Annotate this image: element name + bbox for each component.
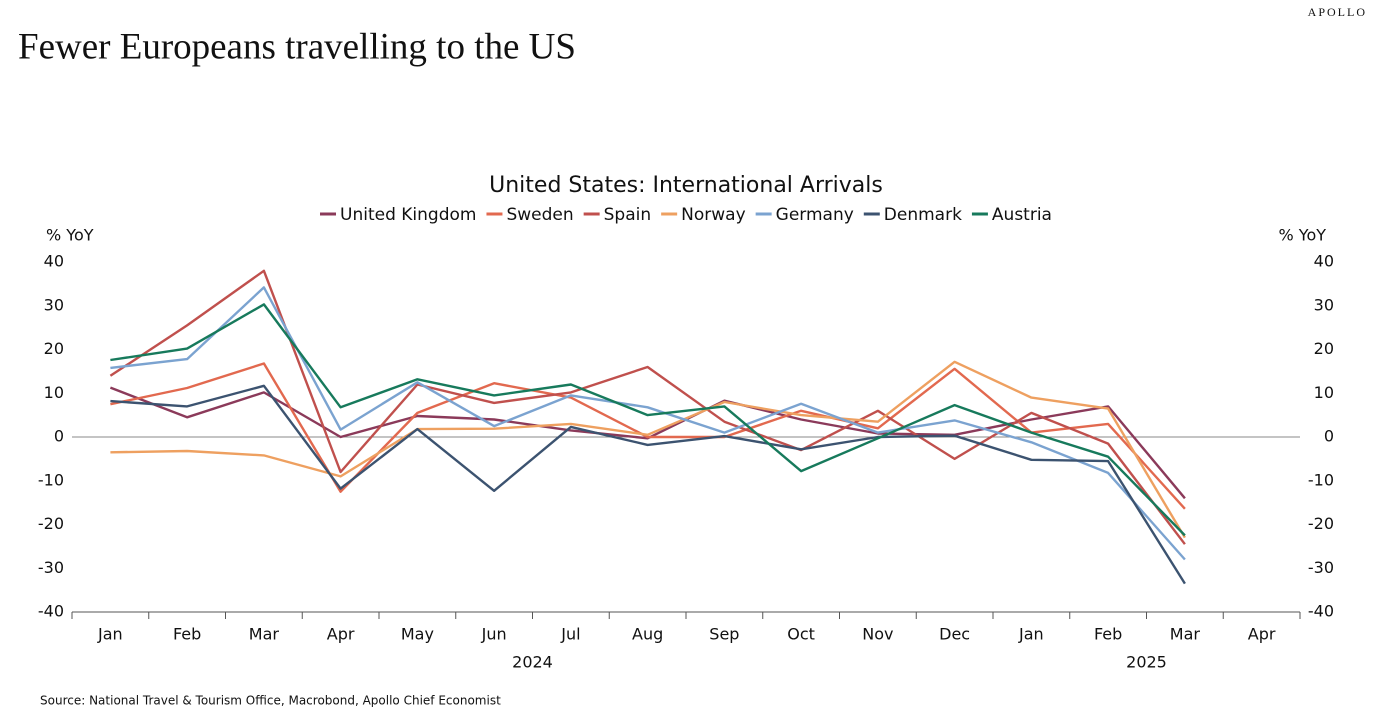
series-line xyxy=(110,360,1186,539)
legend-label: Germany xyxy=(776,205,854,225)
y2-tick-label: -30 xyxy=(1308,558,1334,577)
y2-axis-label: % YoY xyxy=(1279,226,1327,245)
x-tick-label: Jan xyxy=(97,625,123,644)
y-tick-label: 20 xyxy=(44,339,64,358)
x-tick-label: Aug xyxy=(632,625,663,644)
x-tick-label: Jan xyxy=(1018,625,1044,644)
x-tick-label: Dec xyxy=(939,625,970,644)
brand: APOLLO xyxy=(1308,5,1367,19)
legend-label: Norway xyxy=(681,205,746,225)
x-tick-label: Sep xyxy=(709,625,739,644)
y-tick-label: 0 xyxy=(54,427,64,446)
series-line xyxy=(109,386,1186,500)
y2-tick-label: -40 xyxy=(1308,602,1334,621)
y2-tick-label: 40 xyxy=(1314,252,1334,271)
series-line xyxy=(110,286,1186,561)
y-tick-label: 40 xyxy=(44,252,64,271)
x-tick-label: Apr xyxy=(327,625,355,644)
x-tick-label: Feb xyxy=(1094,625,1122,644)
legend-label: Austria xyxy=(992,205,1052,225)
x-tick-label: Mar xyxy=(249,625,280,644)
x-group-label: 2025 xyxy=(1126,653,1167,672)
x-tick-label: Apr xyxy=(1248,625,1276,644)
x-group-label: 2024 xyxy=(512,653,553,672)
legend-label: Spain xyxy=(604,205,652,225)
y-axis-label: % YoY xyxy=(46,226,94,245)
x-tick-label: Mar xyxy=(1170,625,1201,644)
y2-tick-label: -10 xyxy=(1308,470,1334,489)
y2-tick-label: 10 xyxy=(1314,383,1334,402)
chart-title: United States: International Arrivals xyxy=(489,173,883,198)
legend-label: United Kingdom xyxy=(340,205,476,225)
y-tick-label: -30 xyxy=(38,558,64,577)
x-tick-label: Feb xyxy=(173,625,201,644)
series-line xyxy=(110,362,1186,510)
legend-label: Sweden xyxy=(506,205,573,225)
y2-tick-label: 0 xyxy=(1324,427,1334,446)
source: Source: National Travel & Tourism Office… xyxy=(40,694,501,708)
x-tick-label: Nov xyxy=(862,625,893,644)
x-tick-label: Oct xyxy=(787,625,815,644)
y-tick-label: 30 xyxy=(44,295,64,314)
x-tick-label: May xyxy=(401,625,434,644)
headline: Fewer Europeans travelling to the US xyxy=(18,26,576,67)
series-line xyxy=(110,384,1186,585)
y-tick-label: -40 xyxy=(38,602,64,621)
x-tick-label: Jul xyxy=(560,625,580,644)
y2-tick-label: -20 xyxy=(1308,514,1334,533)
y-tick-label: -20 xyxy=(38,514,64,533)
y-tick-label: 10 xyxy=(44,383,64,402)
x-tick-label: Jun xyxy=(481,625,507,644)
y2-tick-label: 30 xyxy=(1314,295,1334,314)
series-line xyxy=(110,303,1186,537)
legend-label: Denmark xyxy=(884,205,962,225)
y2-tick-label: 20 xyxy=(1314,339,1334,358)
y-tick-label: -10 xyxy=(38,470,64,489)
